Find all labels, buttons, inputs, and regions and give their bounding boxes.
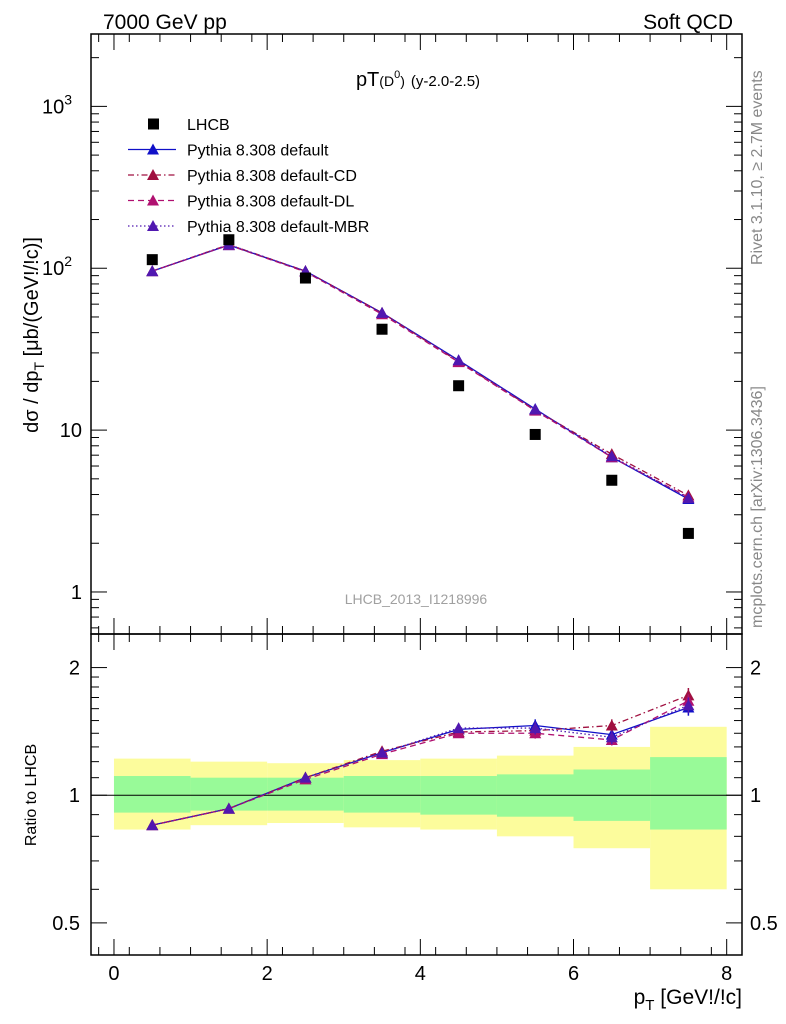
data-point	[605, 450, 618, 462]
data-point	[376, 306, 389, 318]
legend-entry: Pythia 8.308 default	[128, 143, 329, 160]
x-tick-label: 8	[721, 963, 732, 985]
data-point	[453, 380, 465, 392]
ratio-point	[529, 722, 542, 734]
legend-marker	[147, 143, 159, 155]
data-point	[529, 428, 541, 440]
series-line	[152, 244, 689, 498]
side-label-source: mcplots.cern.ch [arXiv:1306.3436]	[749, 386, 766, 628]
series-pythia-8-308-default-dl	[146, 239, 695, 503]
ratio-y-axis-label: Ratio to LHCB	[23, 744, 40, 846]
ratio-y-tick-label-right: 1	[750, 785, 761, 807]
x-tick-label: 4	[415, 963, 426, 985]
legend-entry: Pythia 8.308 default-CD	[128, 168, 357, 185]
main-y-tick-label: 103	[42, 91, 72, 118]
series-pythia-8-308-default	[146, 239, 695, 505]
legend-label: LHCB	[187, 117, 230, 134]
main-plot-area: 1 10 102 103	[42, 33, 743, 635]
band-inner	[343, 776, 421, 813]
series-pythia-8-308-default-mbr	[146, 238, 695, 504]
data-point	[223, 234, 235, 246]
data-point	[376, 323, 388, 335]
data-point	[682, 527, 694, 539]
legend-label: Pythia 8.308 default-DL	[187, 194, 354, 211]
data-point	[682, 492, 695, 504]
ratio-series-pythia-8-308-default-mbr	[146, 697, 695, 831]
legend-marker	[148, 118, 159, 130]
legend-label: Pythia 8.308 default-CD	[187, 168, 357, 185]
ratio-y-tick-label: 0.5	[52, 913, 80, 935]
series-line	[152, 243, 689, 499]
data-point	[452, 354, 465, 366]
ratio-point	[682, 699, 695, 711]
legend-label: Pythia 8.308 default-MBR	[187, 219, 369, 236]
data-point	[146, 254, 158, 266]
data-point	[529, 403, 542, 415]
main-title: pT(D0) (y-2.0-2.5)	[356, 69, 480, 91]
x-tick-label: 0	[108, 963, 119, 985]
data-point	[606, 474, 618, 486]
legend-label: Pythia 8.308 default	[187, 143, 329, 160]
x-axis-label: pT [GeV!/!c]	[634, 986, 742, 1014]
legend-entry: Pythia 8.308 default-DL	[128, 194, 354, 211]
band-inner	[113, 776, 191, 813]
main-y-tick-label: 1	[71, 582, 82, 604]
ratio-plot-area: 0.5 0.5 1 1 2 2 0 2 4 6 8	[52, 633, 778, 985]
main-y-axis-label: dσ / dpT [μb/(GeV!/!c)]	[21, 237, 47, 433]
legend-marker	[147, 194, 159, 206]
legend-marker	[147, 169, 159, 180]
header-left: 7000 GeV pp	[103, 11, 227, 34]
ratio-y-tick-label: 2	[69, 658, 80, 680]
ratio-point	[452, 722, 465, 734]
side-label-rivet: Rivet 3.1.10, ≥ 2.7M events	[749, 70, 766, 265]
legend-entry: Pythia 8.308 default-MBR	[128, 219, 369, 236]
data-point	[146, 265, 159, 277]
ratio-point	[146, 819, 159, 831]
data-point	[299, 272, 311, 284]
legend-entry: LHCB	[148, 117, 230, 134]
ratio-y-tick-label-right: 0.5	[750, 913, 778, 935]
series-lhcb	[146, 234, 694, 539]
x-tick-label: 2	[262, 963, 273, 985]
band-inner	[650, 757, 727, 830]
ratio-point	[222, 802, 235, 814]
ratio-y-tick-label-right: 2	[750, 658, 761, 680]
ratio-frame	[90, 633, 743, 956]
ratio-y-tick-label: 1	[69, 785, 80, 807]
ratio-line	[152, 694, 689, 826]
main-y-tick-label: 102	[42, 253, 72, 280]
main-y-tick-label: 10	[60, 420, 82, 442]
main-panel: 1 10 102 103 pT(D0) (y-2.0-2.5) dσ / dpT [μb…	[21, 33, 743, 635]
ratio-point	[376, 746, 389, 758]
ratio-point	[299, 771, 312, 783]
ratio-point	[605, 731, 618, 743]
watermark: LHCB_2013_I1218996	[345, 591, 488, 607]
legend: LHCB Pythia 8.308 default Pythia 8.308 def…	[128, 117, 369, 236]
ratio-panel: 0.5 0.5 1 1 2 2 0 2 4 6 8 Ratio to LHCB pT [GeV!/!…	[23, 633, 778, 1014]
ratio-point	[605, 719, 618, 731]
header-right: Soft QCD	[643, 11, 733, 34]
legend-marker	[147, 220, 159, 231]
x-tick-label: 6	[568, 963, 579, 985]
ratio-line	[152, 704, 689, 826]
